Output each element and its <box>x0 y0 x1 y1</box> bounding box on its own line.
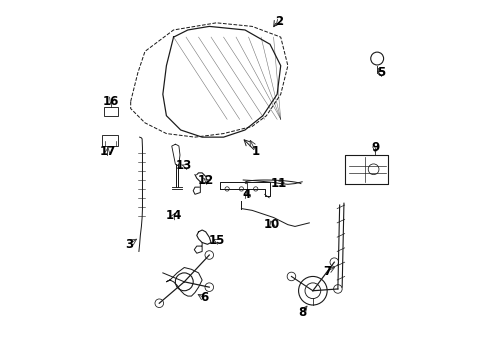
Bar <box>104 107 118 116</box>
Text: 3: 3 <box>125 238 133 251</box>
Bar <box>102 135 118 146</box>
Text: 8: 8 <box>298 306 306 319</box>
Text: 2: 2 <box>275 14 283 27</box>
Text: 15: 15 <box>208 234 224 247</box>
Text: 16: 16 <box>103 95 119 108</box>
Text: 10: 10 <box>264 218 280 231</box>
Text: 17: 17 <box>99 145 116 158</box>
Text: 4: 4 <box>243 188 251 201</box>
Text: 13: 13 <box>176 159 193 172</box>
Text: 14: 14 <box>165 209 182 222</box>
Text: 11: 11 <box>271 177 287 190</box>
Text: 9: 9 <box>371 141 380 154</box>
Text: 12: 12 <box>197 174 214 186</box>
Text: 5: 5 <box>377 66 385 79</box>
Text: 1: 1 <box>252 145 260 158</box>
Text: 6: 6 <box>200 291 208 305</box>
Text: 7: 7 <box>323 265 331 278</box>
